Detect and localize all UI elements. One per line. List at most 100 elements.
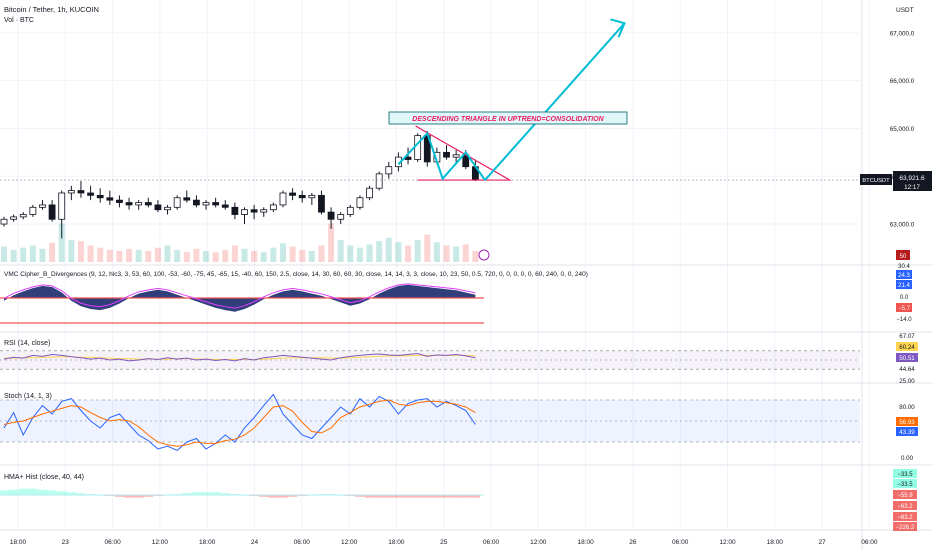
hma-hist-bar [28,488,38,495]
volume-bar [270,247,277,262]
candle-body [77,190,85,194]
time-axis-label: 12:00 [719,539,736,546]
hma-hist-bar [441,495,452,498]
volume-bar [116,251,123,262]
hma-hist-bar [191,492,202,495]
hma-label: −55.9 [897,493,913,499]
stoch-tag-bg [896,427,918,436]
hma-title[interactable]: HMA+ Hist (close, 40, 44) [4,474,84,481]
volume-bar [135,249,142,262]
hma-hist-bar [364,495,375,498]
candle-body [375,173,383,189]
vmc-label: −5.7 [898,306,911,312]
rsi-label: 67.07 [899,333,915,340]
candle-body [346,206,354,215]
annotation-box [388,111,628,125]
candle-body [366,187,373,199]
hma-hist-bar [412,495,423,498]
candle-body [202,202,210,206]
stoch-title[interactable]: Stoch (14, 1, 3) [4,393,52,400]
hma-hist-bar [201,492,211,495]
time-axis-label: 06:00 [104,539,121,546]
time-axis-label: 06:00 [483,539,500,546]
price-tag-bg [893,171,932,191]
volume-legend[interactable]: Vol · BTC [4,17,34,24]
hma-label: −33.5 [897,482,913,488]
candle-body [212,202,220,206]
volume-bar [77,241,84,262]
stoch-label: 43.39 [899,429,915,436]
volume-bar [222,249,229,262]
time-axis-label: 12:00 [530,539,547,546]
candle-body [144,202,152,206]
hma-hist-bar [143,495,154,497]
volume-bar [405,245,412,262]
volume-bar [68,240,75,262]
volume-bar [97,247,104,262]
candle-body [385,166,393,175]
hma-hist-bar [133,495,144,498]
vmc-label: −14.0 [896,317,912,323]
hma-hist-bar [47,490,57,495]
vmc-tag-bg [896,303,912,312]
volume-bar [328,223,335,262]
hma-hist-bar [37,489,48,495]
volume-bar [366,244,373,262]
volume-bar [395,242,402,262]
rsi-line [3,353,476,362]
time-axis-label: 26 [629,539,637,546]
time-axis-label: 18:00 [388,539,405,546]
hma-tag-bg [893,501,917,510]
vmc-label: 0.0 [900,295,909,301]
volume-bar [193,248,200,262]
hma-hist-bar [124,495,134,498]
stoch-d-line [3,399,476,447]
volume-bar [154,247,161,262]
time-axis-label: 06:00 [294,539,311,546]
hma-hist-bar [258,495,269,497]
candle-body [29,206,37,215]
time-axis-label: 18:00 [577,539,594,546]
candle-body [87,192,94,196]
time-axis-label: 27 [818,539,826,546]
vmc-label: 24.3 [898,273,910,279]
volume-bar [126,248,133,262]
hma-tag-bg [893,479,917,488]
candle-body [356,197,364,208]
time-axis-label: 23 [62,539,70,546]
time-axis-label: 18:00 [199,539,216,546]
price-axis-label: 65,000.0 [890,126,915,133]
hma-hist-bar [8,489,19,495]
price-axis-label: 66,000.0 [890,78,915,85]
hma-hist-bar [56,491,67,495]
volume-bar [424,234,431,262]
uptrend-arrow [484,22,626,181]
hma-hist-bar [210,492,221,495]
candle-body [269,204,277,211]
candle-body [48,204,56,220]
hma-hist-bar [432,495,442,498]
hma-hist-bar [76,493,86,495]
symbol-title[interactable]: Bitcoin / Tether, 1h, KUCOIN [4,5,99,14]
candle-body [0,218,8,225]
vmc-money-flow [3,283,476,309]
candle-body [250,209,258,213]
axes: 18:00 23 06:00 12:00 18:00 24 06:00 12:00 18:00 2… [10,30,932,546]
candle-body [298,194,306,199]
candle-body [154,204,162,211]
stoch-tag-bg [896,417,918,426]
volume-bar [337,240,344,262]
hma-hist-bar [181,493,192,495]
rsi-title[interactable]: RSI (14, close) [4,340,51,347]
stoch-label: 56.93 [899,419,915,426]
candle-body [221,204,229,208]
vmc-title[interactable]: VMC Cipher_B_Divergences (9, 12, hlc3, 3… [4,271,588,278]
hma-label: −63.2 [897,515,913,521]
volume-bar [347,245,354,262]
zigzag-pattern [397,131,486,181]
candle-body [96,194,104,199]
alert-icon [478,249,490,261]
hma-hist-bar [287,495,298,497]
currency-label[interactable]: USDT [896,7,914,14]
